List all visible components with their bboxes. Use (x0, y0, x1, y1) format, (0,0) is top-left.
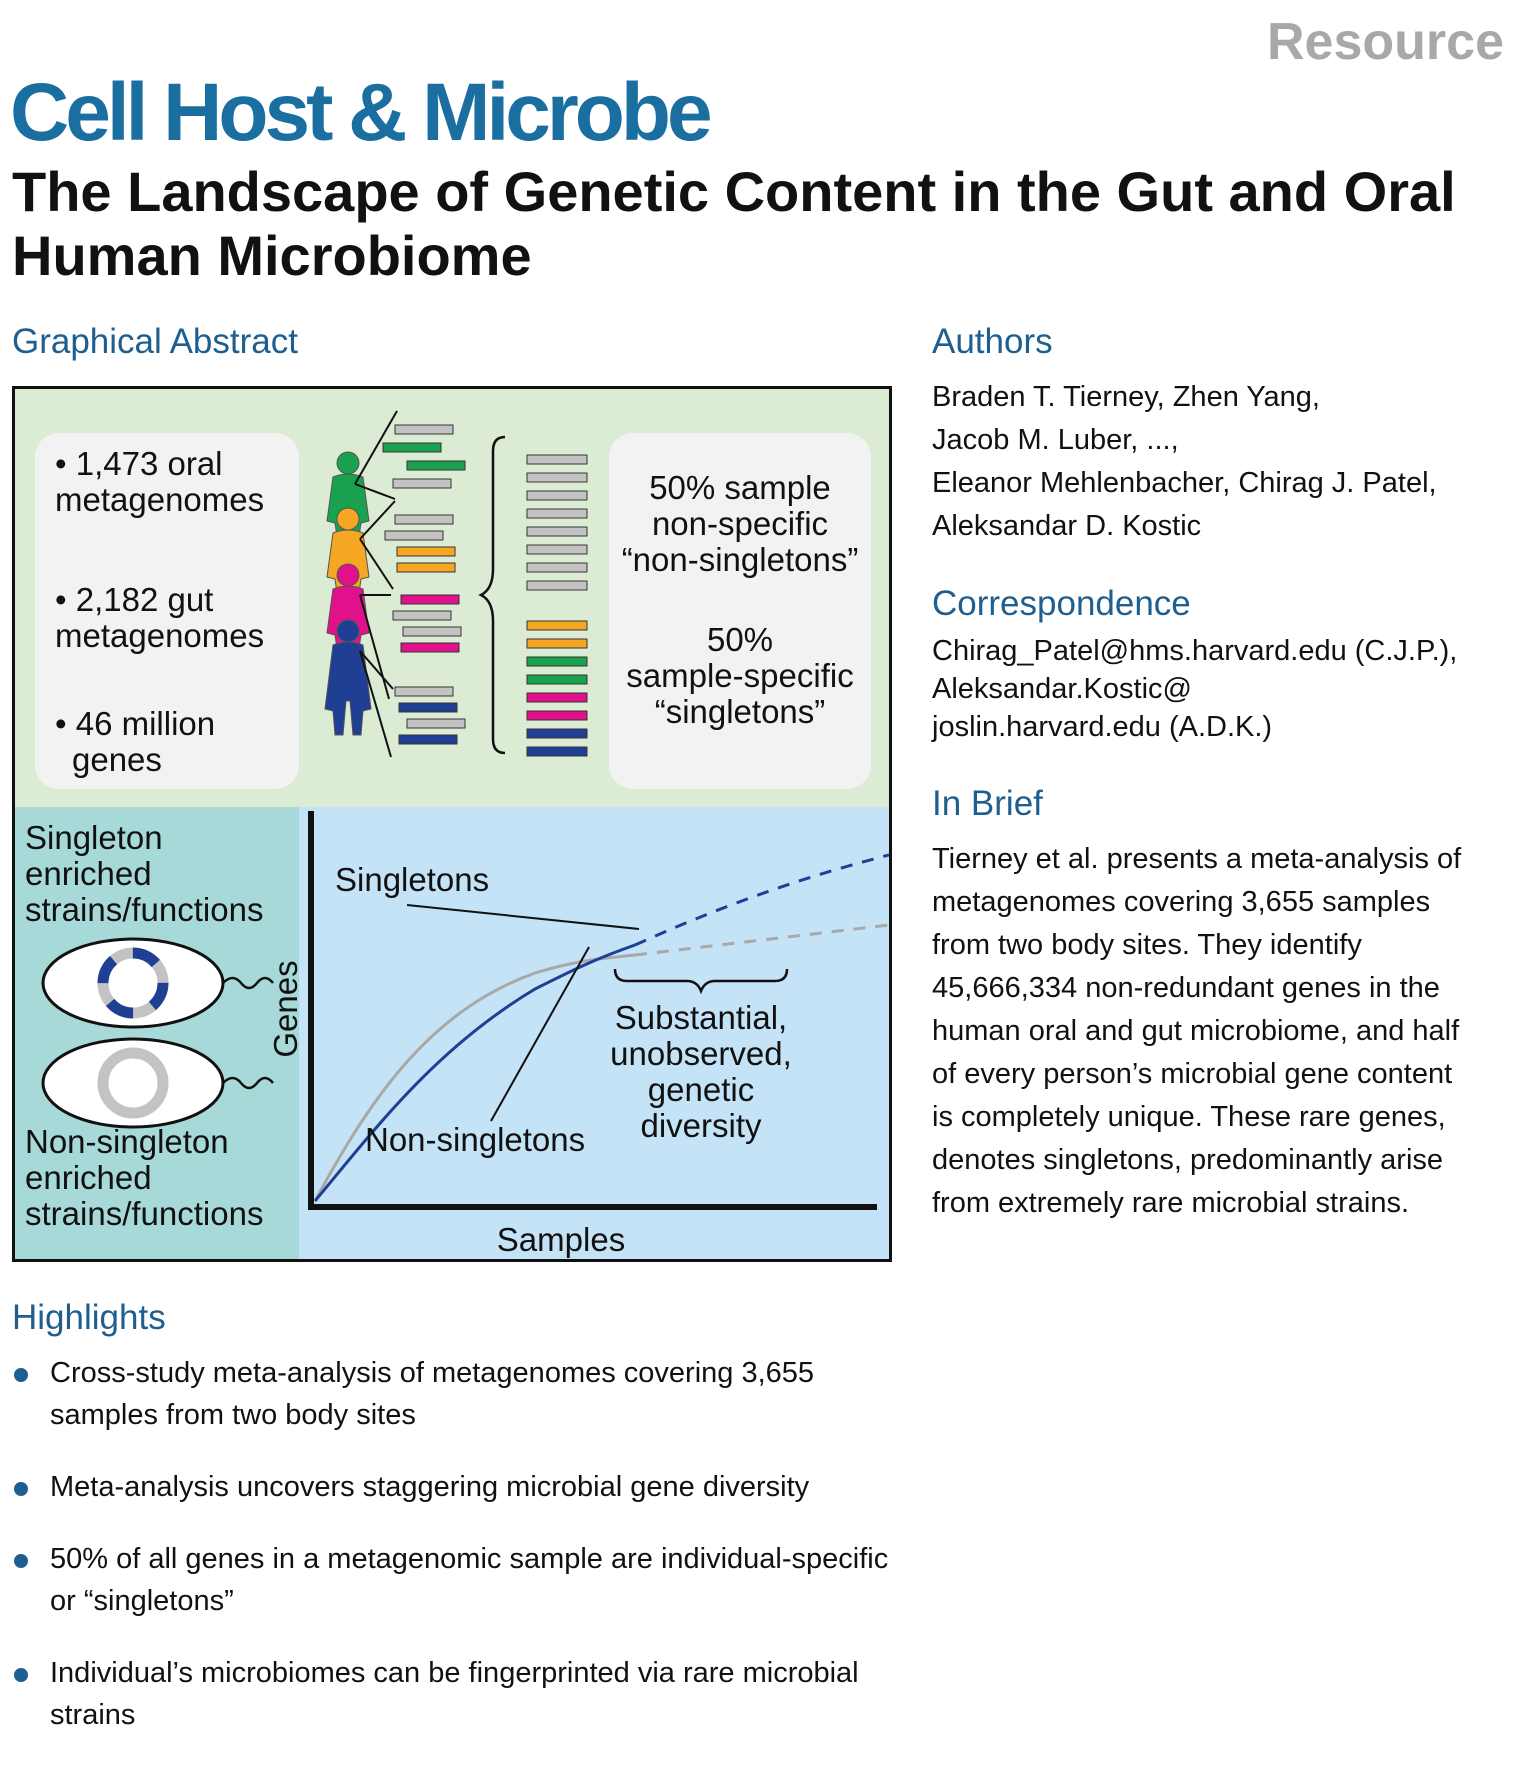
author-line: Aleksandar D. Kostic (932, 510, 1202, 542)
journal-name: Cell Host & Microbe (10, 67, 713, 158)
nonsingleton-note-line3: “non-singletons” (622, 541, 859, 578)
correspondence-email-link[interactable]: Chirag_Patel@hms.harvard.edu (C.J.P.), (932, 635, 1458, 667)
article-type-label: Resource (1267, 13, 1504, 71)
nonsingleton-strains-line3: strains/functions (25, 1195, 263, 1232)
author-line: Braden T. Tierney, Zhen Yang, (932, 381, 1320, 413)
authors-heading: Authors (932, 322, 1053, 361)
in-brief-heading: In Brief (932, 784, 1043, 823)
singleton-note-line3: “singletons” (655, 693, 826, 730)
singleton-strains-line2: enriched (25, 855, 152, 892)
article-title: The Landscape of Genetic Content in the … (12, 160, 1456, 287)
graphical-abstract-heading: Graphical Abstract (12, 322, 298, 361)
singleton-note-line2: sample-specific (626, 657, 853, 694)
singleton-curve (313, 943, 636, 1202)
highlight-item: Cross-study meta-analysis of metagenomes… (12, 1352, 892, 1436)
in-brief-line: Tierney et al. presents a meta-analysis … (932, 843, 1462, 875)
singleton-curve-extrapolated (634, 853, 890, 947)
highlight-item: Meta-analysis uncovers staggering microb… (12, 1466, 892, 1508)
notes-card (609, 433, 871, 789)
graphical-abstract: • 1,473 oral metagenomes • 2,182 gut met… (12, 386, 892, 1262)
nonsingleton-strains-line2: enriched (25, 1159, 152, 1196)
singletons-pointer (406, 904, 640, 930)
diversity-line3: genetic (648, 1071, 754, 1108)
nonsingleton-note-line2: non-specific (652, 505, 828, 542)
correspondence-email-link[interactable]: joslin.harvard.edu (A.D.K.) (932, 711, 1273, 743)
aggregated-gene-bars (526, 454, 588, 757)
in-brief-line: from extremely rare microbial strains. (932, 1187, 1409, 1219)
stat-oral-count: • 1,473 oral (55, 445, 223, 482)
in-brief-line: is completely unique. These rare genes, (932, 1101, 1446, 1133)
correspondence-block: Chirag_Patel@hms.harvard.edu (C.J.P.), A… (932, 632, 1512, 746)
stats-card (35, 433, 299, 789)
singleton-bacterium-icon (41, 937, 274, 1029)
highlights-list: Cross-study meta-analysis of metagenomes… (12, 1352, 892, 1766)
stat-gut-label: metagenomes (55, 617, 264, 654)
nonsingleton-bacterium-icon (41, 1037, 274, 1129)
fan-lines (354, 410, 398, 758)
right-panel (299, 807, 889, 1259)
singleton-strains-line3: strains/functions (25, 891, 263, 928)
human-figures-icon (324, 451, 372, 736)
stat-gut-count: • 2,182 gut (55, 581, 213, 618)
diversity-brace-icon (613, 968, 789, 995)
in-brief-line: from two body sites. They identify (932, 929, 1362, 961)
non-singletons-label: Non-singletons (365, 1121, 585, 1158)
in-brief-line: 45,666,334 non-redundant genes in the (932, 972, 1440, 1004)
in-brief-line: denotes singletons, predominantly arise (932, 1144, 1444, 1176)
nonsingleton-note-line1: 50% sample (649, 469, 831, 506)
in-brief-text: Tierney et al. presents a meta-analysis … (932, 838, 1512, 1225)
graphical-abstract-figure: • 1,473 oral metagenomes • 2,182 gut met… (15, 389, 890, 1259)
highlights-heading: Highlights (12, 1298, 166, 1337)
in-brief-line: of every person’s microbial gene content (932, 1058, 1453, 1090)
stat-genes-label: genes (72, 741, 162, 778)
diversity-line4: diversity (640, 1107, 762, 1144)
singleton-note-line1: 50% (707, 621, 773, 658)
in-brief-line: metagenomes covering 3,655 samples (932, 886, 1431, 918)
x-axis-label: Samples (497, 1221, 625, 1258)
author-line: Jacob M. Luber, ..., (932, 424, 1179, 456)
in-brief-line: human oral and gut microbiome, and half (932, 1015, 1460, 1047)
brace-icon (478, 435, 506, 755)
non-singleton-curve (313, 953, 636, 1202)
singletons-label: Singletons (335, 861, 489, 898)
y-axis-label: Genes (267, 960, 304, 1057)
singleton-strains-line1: Singleton (25, 819, 163, 856)
diversity-line2: unobserved, (610, 1035, 792, 1072)
stat-genes-count: • 46 million (55, 705, 215, 742)
author-line: Eleanor Mehlenbacher, Chirag J. Patel, (932, 467, 1437, 499)
left-panel (15, 807, 299, 1259)
diversity-line1: Substantial, (615, 999, 787, 1036)
highlight-item: Individual’s microbiomes can be fingerpr… (12, 1652, 892, 1736)
nonsingleton-strains-line1: Non-singleton (25, 1123, 229, 1160)
highlight-item: 50% of all genes in a metagenomic sample… (12, 1538, 892, 1622)
accumulation-plot: Genes Samples Singletons Non-singletons … (267, 811, 890, 1258)
authors-list: Braden T. Tierney, Zhen Yang, Jacob M. L… (932, 376, 1512, 548)
non-singletons-pointer (490, 946, 590, 1122)
correspondence-heading: Correspondence (932, 584, 1191, 623)
stat-oral-label: metagenomes (55, 481, 264, 518)
gene-bars (382, 424, 466, 745)
correspondence-email-link[interactable]: Aleksandar.Kostic@ (932, 673, 1192, 705)
